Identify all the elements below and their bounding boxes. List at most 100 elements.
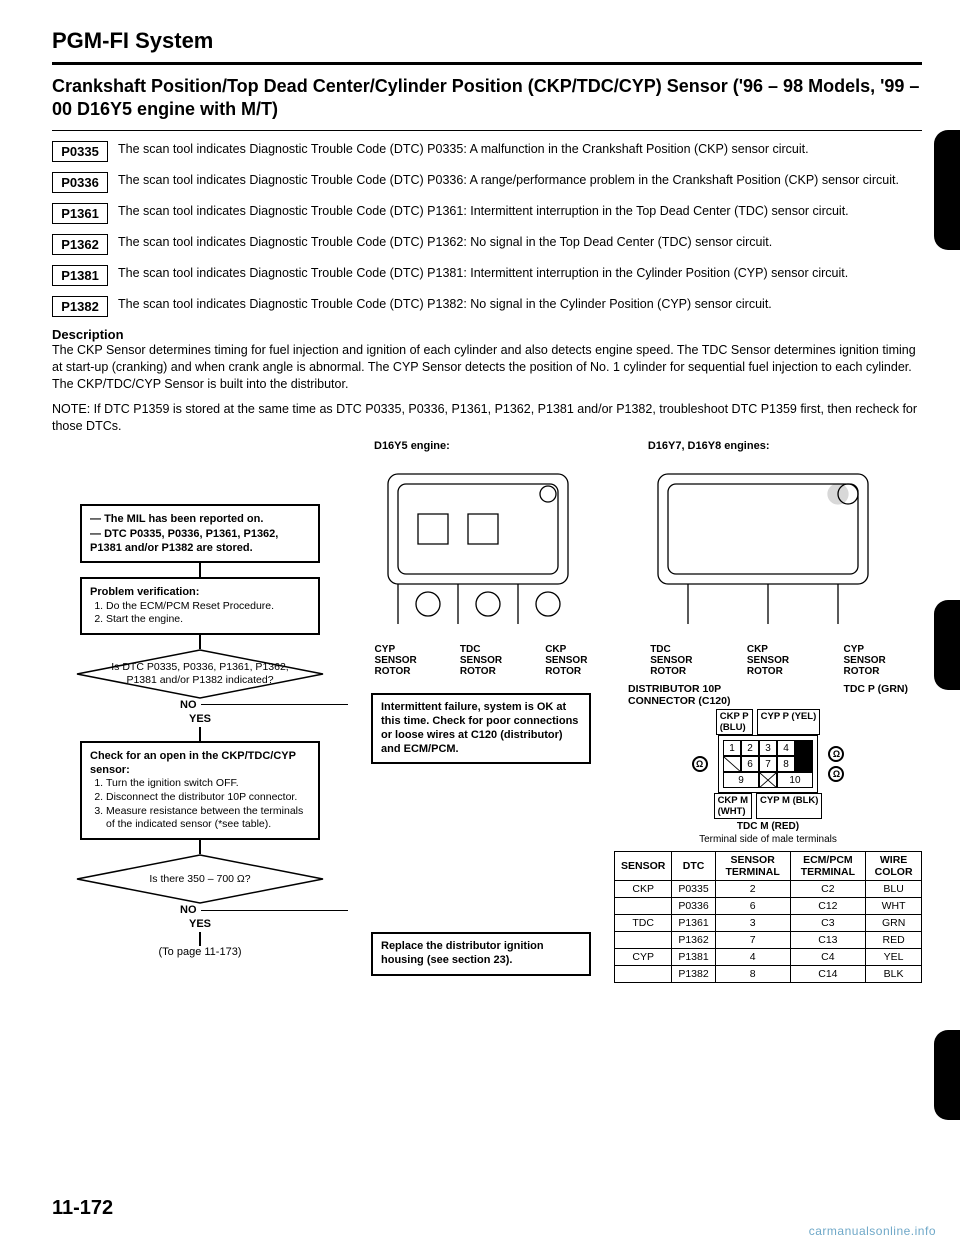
table-row: CYPP13814C4YEL bbox=[615, 949, 922, 966]
table-cell: GRN bbox=[866, 915, 922, 932]
no-label: NO bbox=[176, 904, 201, 916]
distributor-diagram-right bbox=[628, 454, 908, 644]
watermark: carmanualsonline.info bbox=[809, 1224, 936, 1238]
connector-diagram: Ω CKP P (BLU) CYP P (YEL) 1234 678 910 C… bbox=[692, 709, 845, 819]
description-heading: Description bbox=[52, 327, 922, 342]
terminal-note: Terminal side of male terminals bbox=[699, 834, 837, 845]
table-row: TDCP13613C3GRN bbox=[615, 915, 922, 932]
divider bbox=[52, 62, 922, 65]
tdc-m-label: TDC M (RED) bbox=[737, 821, 799, 832]
dtc-code: P0336 bbox=[52, 172, 108, 193]
dtc-text: The scan tool indicates Diagnostic Troub… bbox=[118, 296, 772, 313]
table-cell: CYP bbox=[615, 949, 672, 966]
cyp-p-label: CYP P (YEL) bbox=[757, 709, 821, 735]
page-number: 11-172 bbox=[52, 1197, 113, 1220]
intermittent-failure-box: Intermittent failure, system is OK at th… bbox=[371, 693, 591, 764]
side-tab bbox=[934, 130, 960, 250]
table-cell: YEL bbox=[866, 949, 922, 966]
flow-verify-head: Problem verification: bbox=[90, 585, 310, 599]
table-row: CKPP03352C2BLU bbox=[615, 881, 922, 898]
sensor-labels-right: TDC SENSOR ROTOR CKP SENSOR ROTOR CYP SE… bbox=[628, 644, 908, 677]
ohm-icon: Ω bbox=[828, 746, 844, 762]
note-text: NOTE: If DTC P1359 is stored at the same… bbox=[52, 401, 922, 435]
dtc-code: P1381 bbox=[52, 265, 108, 286]
dtc-code: P1382 bbox=[52, 296, 108, 317]
table-header: ECM/PCM TERMINAL bbox=[790, 852, 866, 881]
table-cell: WHT bbox=[866, 898, 922, 915]
replace-distributor-box: Replace the distributor ignition housing… bbox=[371, 932, 591, 976]
table-cell: 3 bbox=[715, 915, 790, 932]
flow-decision-1: Is DTC P0335, P0336, P1361, P1362, P1381… bbox=[76, 649, 324, 699]
engine-label-left: D16Y5 engine: bbox=[374, 440, 450, 452]
yes-label: YES bbox=[189, 918, 211, 930]
side-tab bbox=[934, 600, 960, 690]
table-cell: 2 bbox=[715, 881, 790, 898]
engine-label-right: D16Y7, D16Y8 engines: bbox=[648, 440, 770, 452]
cyp-sensor-label: CYP SENSOR ROTOR bbox=[844, 644, 886, 677]
table-cell: TDC bbox=[615, 915, 672, 932]
table-cell: C3 bbox=[790, 915, 866, 932]
decision-text: Is there 350 – 700 Ω? bbox=[123, 873, 276, 886]
flow-decision-2: Is there 350 – 700 Ω? bbox=[76, 854, 324, 904]
table-cell bbox=[615, 966, 672, 983]
flow-start-line: The MIL has been reported on. bbox=[90, 512, 310, 526]
table-cell: 7 bbox=[715, 932, 790, 949]
table-cell: 4 bbox=[715, 949, 790, 966]
ohm-icon: Ω bbox=[828, 766, 844, 782]
table-cell: 8 bbox=[715, 966, 790, 983]
sensor-labels-left: CYP SENSOR ROTOR TDC SENSOR ROTOR CKP SE… bbox=[358, 644, 604, 677]
flow-verify-step: Do the ECM/PCM Reset Procedure. bbox=[106, 600, 310, 614]
yes-label: YES bbox=[189, 713, 211, 725]
cyp-m-label: CYP M (BLK) bbox=[756, 793, 822, 819]
flow-check-step: Disconnect the distributor 10P connector… bbox=[106, 791, 310, 805]
ckp-sensor-label: CKP SENSOR ROTOR bbox=[747, 644, 789, 677]
dtc-text: The scan tool indicates Diagnostic Troub… bbox=[118, 203, 849, 220]
dtc-code: P1362 bbox=[52, 234, 108, 255]
tdc-sensor-label: TDC SENSOR ROTOR bbox=[460, 644, 502, 677]
middle-column: CYP SENSOR ROTOR TDC SENSOR ROTOR CKP SE… bbox=[358, 454, 604, 983]
dtc-code: P0335 bbox=[52, 141, 108, 162]
table-cell: 6 bbox=[715, 898, 790, 915]
tdc-sensor-label: TDC SENSOR ROTOR bbox=[650, 644, 692, 677]
table-cell: BLK bbox=[866, 966, 922, 983]
flow-check-box: Check for an open in the CKP/TDC/CYP sen… bbox=[80, 741, 320, 840]
flow-start-box: The MIL has been reported on. DTC P0335,… bbox=[80, 504, 320, 563]
dtc-text: The scan tool indicates Diagnostic Troub… bbox=[118, 265, 848, 282]
flow-check-step: Measure resistance between the terminals… bbox=[106, 805, 310, 832]
table-cell bbox=[615, 932, 672, 949]
table-cell: P1381 bbox=[672, 949, 715, 966]
table-header: SENSOR bbox=[615, 852, 672, 881]
flow-verify-box: Problem verification: Do the ECM/PCM Res… bbox=[80, 577, 320, 635]
table-cell: C14 bbox=[790, 966, 866, 983]
pin-grid: 1234 678 910 bbox=[723, 740, 813, 788]
connector-title-right: TDC P (GRN) bbox=[843, 683, 908, 707]
section-heading: Crankshaft Position/Top Dead Center/Cyli… bbox=[52, 75, 922, 120]
ckp-p-label: CKP P (BLU) bbox=[716, 709, 753, 735]
right-column: TDC SENSOR ROTOR CKP SENSOR ROTOR CYP SE… bbox=[614, 454, 922, 983]
ohm-icon: Ω bbox=[692, 756, 708, 772]
dtc-text: The scan tool indicates Diagnostic Troub… bbox=[118, 234, 772, 251]
table-cell: C12 bbox=[790, 898, 866, 915]
table-cell: CKP bbox=[615, 881, 672, 898]
table-cell: C4 bbox=[790, 949, 866, 966]
table-header: DTC bbox=[672, 852, 715, 881]
table-cell bbox=[615, 898, 672, 915]
connector-header: DISTRIBUTOR 10P CONNECTOR (C120) TDC P (… bbox=[628, 683, 908, 707]
table-header: WIRE COLOR bbox=[866, 852, 922, 881]
table-cell: P1361 bbox=[672, 915, 715, 932]
table-cell: P1382 bbox=[672, 966, 715, 983]
table-cell: BLU bbox=[866, 881, 922, 898]
cyp-sensor-label: CYP SENSOR ROTOR bbox=[375, 644, 417, 677]
engine-labels: D16Y5 engine: D16Y7, D16Y8 engines: bbox=[52, 440, 922, 452]
flow-start-line: DTC P0335, P0336, P1361, P1362, P1381 an… bbox=[90, 527, 310, 556]
no-label: NO bbox=[176, 699, 201, 711]
flowchart-column: The MIL has been reported on. DTC P0335,… bbox=[52, 454, 348, 983]
table-row: P03366C12WHT bbox=[615, 898, 922, 915]
table-row: P13627C13RED bbox=[615, 932, 922, 949]
flow-check-head: Check for an open in the CKP/TDC/CYP sen… bbox=[90, 749, 310, 778]
dtc-text: The scan tool indicates Diagnostic Troub… bbox=[118, 141, 809, 158]
table-cell: P1362 bbox=[672, 932, 715, 949]
sensor-table: SENSORDTCSENSOR TERMINALECM/PCM TERMINAL… bbox=[614, 851, 922, 983]
distributor-diagram-left bbox=[358, 454, 604, 644]
dtc-code: P1361 bbox=[52, 203, 108, 224]
